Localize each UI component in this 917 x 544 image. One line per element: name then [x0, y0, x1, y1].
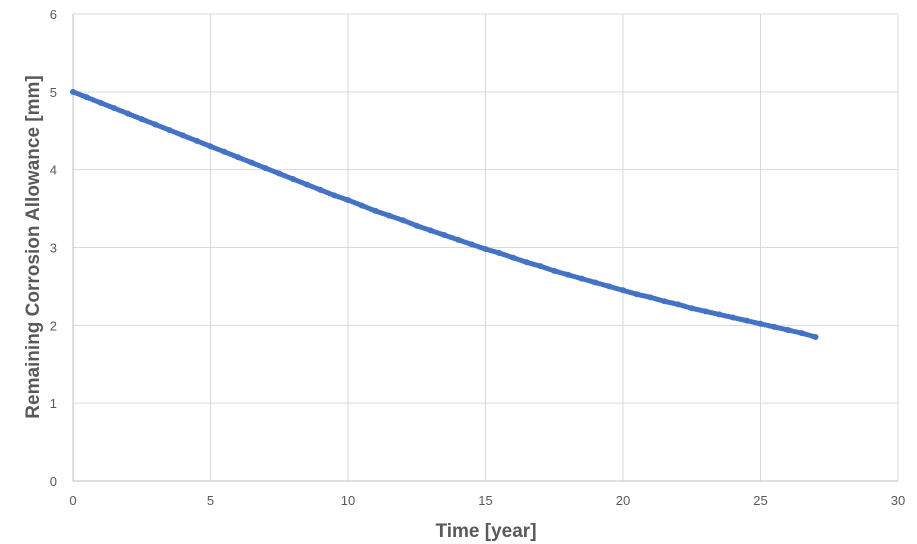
grid	[73, 13, 899, 481]
x-tick-label-5: 25	[753, 493, 767, 508]
y-tick-label-6: 6	[50, 7, 57, 22]
x-tick-label-6: 30	[891, 493, 905, 508]
y-tick-label-3: 3	[50, 241, 57, 256]
x-tick-label-4: 20	[616, 493, 630, 508]
x-axis-title: Time [year]	[435, 521, 536, 542]
data-points	[70, 88, 819, 341]
y-tick-label-1: 1	[50, 396, 57, 411]
x-tick-label-3: 15	[478, 493, 492, 508]
tick-labels: 0 1 2 3 4 5 6 0 5 10 15 20 25 30	[50, 7, 905, 508]
data-point	[812, 334, 819, 341]
x-tick-label-2: 10	[341, 493, 355, 508]
y-tick-label-4: 4	[50, 163, 57, 178]
x-tick-label-1: 5	[207, 493, 214, 508]
y-tick-label-2: 2	[50, 318, 57, 333]
x-tick-label-0: 0	[69, 493, 76, 508]
y-axis-title: Remaining Corrosion Allowance [mm]	[23, 75, 44, 418]
y-tick-label-5: 5	[50, 85, 57, 100]
y-tick-label-0: 0	[50, 474, 57, 489]
